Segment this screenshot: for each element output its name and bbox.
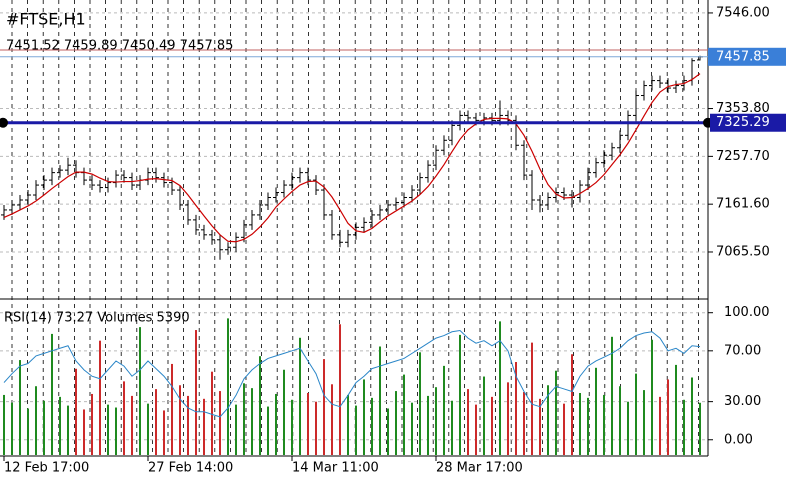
symbol-title: #FTSE,H1 <box>6 10 86 29</box>
y-tick-label: 100.00 <box>724 305 770 320</box>
price-label: 7457.85 <box>716 49 770 64</box>
y-tick-label: 0.00 <box>724 432 753 447</box>
hline-label: 7325.29 <box>716 115 770 130</box>
y-tick-label: 70.00 <box>724 343 761 358</box>
moving-average <box>3 73 701 243</box>
rsi-line <box>3 329 701 418</box>
y-tick-label: 7353.80 <box>716 101 770 116</box>
x-tick-label: 14 Mar 11:00 <box>292 461 379 476</box>
price-box <box>708 47 786 66</box>
x-tick-label: 27 Feb 14:00 <box>148 461 233 476</box>
x-tick-label: 12 Feb 17:00 <box>4 461 89 476</box>
indicator-title: RSI(14) 73.27 Volumes 5390 <box>4 311 190 326</box>
x-tick-label: 28 Mar 17:00 <box>436 461 523 476</box>
line-handle <box>0 117 8 128</box>
y-tick-label: 7161.60 <box>716 197 770 212</box>
y-tick-label: 7546.00 <box>716 5 770 20</box>
y-tick-label: 7065.50 <box>716 244 770 259</box>
separators <box>11 0 699 456</box>
y-tick-label: 7257.70 <box>716 149 770 164</box>
ohlc-readout: 7451.52 7459.89 7450.49 7457.85 <box>6 39 233 54</box>
hline-box <box>710 113 786 132</box>
y-tick-label: 30.00 <box>724 394 761 409</box>
